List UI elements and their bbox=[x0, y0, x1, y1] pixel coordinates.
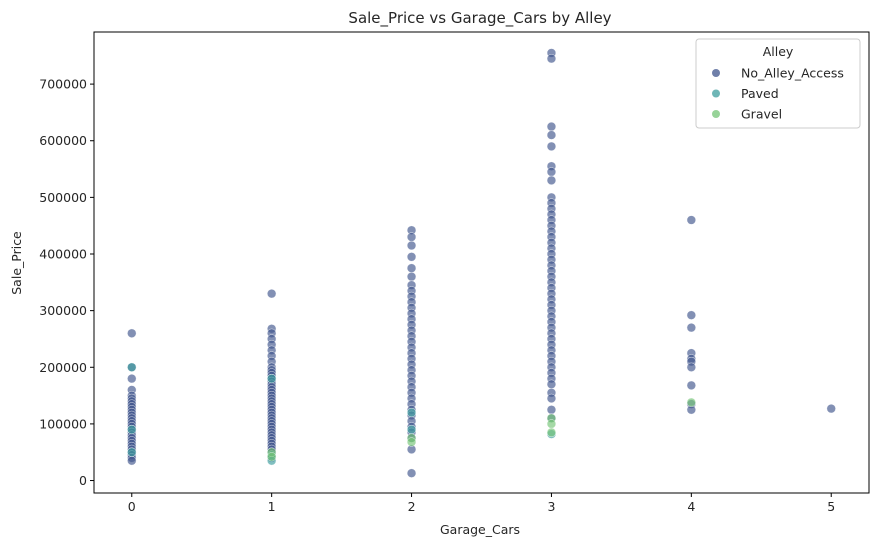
data-point bbox=[686, 310, 696, 320]
data-point bbox=[686, 322, 696, 333]
legend-entries: No_Alley_Access Paved Gravel bbox=[712, 66, 844, 122]
x-tick-label: 3 bbox=[547, 499, 555, 514]
legend-marker bbox=[712, 110, 720, 118]
x-tick-label: 4 bbox=[687, 499, 695, 514]
x-tick-label: 5 bbox=[827, 499, 835, 514]
data-point bbox=[267, 452, 277, 462]
data-point bbox=[546, 379, 557, 389]
y-tick-label: 200000 bbox=[39, 360, 87, 375]
x-tick-label: 0 bbox=[128, 499, 136, 514]
data-point bbox=[127, 424, 137, 435]
y-tick-label: 700000 bbox=[39, 77, 87, 92]
legend-label: Gravel bbox=[741, 107, 782, 122]
data-point bbox=[267, 288, 277, 299]
data-point bbox=[546, 175, 557, 186]
x-axis-title: Garage_Cars bbox=[440, 522, 520, 537]
legend-marker bbox=[712, 69, 720, 77]
x-axis: 0 1 2 3 4 5 bbox=[128, 493, 835, 514]
data-point bbox=[127, 362, 137, 372]
x-tick-label: 1 bbox=[268, 499, 276, 514]
x-tick-label: 2 bbox=[408, 499, 416, 514]
data-point bbox=[546, 167, 557, 177]
legend-marker bbox=[712, 89, 720, 98]
data-point bbox=[406, 437, 417, 447]
y-tick-label: 600000 bbox=[39, 133, 87, 148]
data-point bbox=[267, 373, 277, 384]
y-tick-label: 100000 bbox=[39, 416, 87, 431]
y-axis: 0 100000 200000 300000 400000 500000 600000 700… bbox=[39, 77, 94, 488]
data-point bbox=[406, 407, 417, 418]
data-point bbox=[686, 362, 696, 372]
legend-label: Paved bbox=[741, 86, 779, 101]
data-point bbox=[826, 403, 836, 414]
legend-box bbox=[695, 38, 861, 129]
legend-title: Alley bbox=[763, 44, 794, 59]
data-point bbox=[686, 397, 696, 408]
data-point bbox=[406, 272, 417, 282]
data-point bbox=[546, 427, 557, 438]
legend: Alley No_Alley_Access Paved Gravel bbox=[695, 38, 861, 129]
y-axis-title: Sale_Price bbox=[9, 231, 24, 295]
data-point bbox=[686, 380, 696, 391]
points-layer bbox=[127, 48, 836, 478]
data-point bbox=[546, 130, 557, 140]
data-point bbox=[546, 53, 557, 64]
chart-title: Sale_Price vs Garage_Cars by Alley bbox=[348, 9, 611, 28]
data-point bbox=[546, 141, 557, 152]
y-tick-label: 300000 bbox=[39, 303, 87, 318]
y-tick-label: 400000 bbox=[39, 247, 87, 262]
data-point bbox=[127, 328, 137, 338]
data-point bbox=[127, 447, 137, 457]
data-point bbox=[546, 405, 557, 415]
data-point bbox=[546, 419, 557, 429]
data-point bbox=[406, 424, 417, 435]
data-point bbox=[406, 232, 417, 242]
y-tick-label: 0 bbox=[79, 473, 87, 488]
data-point bbox=[127, 456, 137, 466]
data-point bbox=[546, 393, 557, 404]
data-point bbox=[406, 468, 417, 478]
data-point bbox=[686, 215, 696, 225]
y-tick-label: 500000 bbox=[39, 190, 87, 205]
data-point bbox=[406, 252, 417, 262]
data-point bbox=[127, 373, 137, 384]
data-point bbox=[546, 121, 557, 132]
legend-label: No_Alley_Access bbox=[741, 66, 844, 81]
data-point bbox=[406, 263, 417, 273]
data-point bbox=[406, 240, 417, 251]
